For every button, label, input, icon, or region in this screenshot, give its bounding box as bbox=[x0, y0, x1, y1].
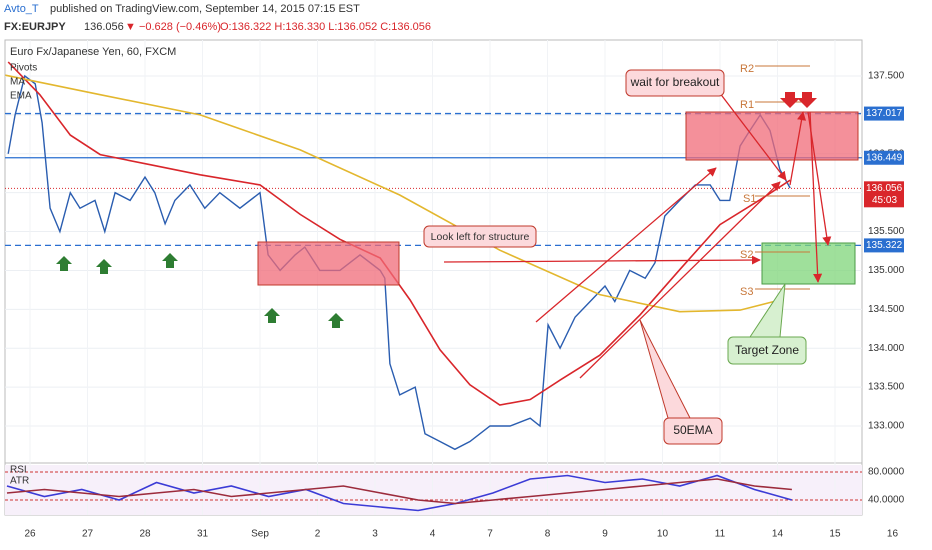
callout bbox=[625, 69, 725, 97]
indicator: ATR bbox=[10, 476, 29, 487]
price-label: 136.056 bbox=[866, 183, 903, 194]
indicator: EMA bbox=[10, 91, 32, 102]
price-box bbox=[864, 106, 904, 121]
countdown: 45:03 bbox=[872, 195, 897, 206]
x-tick-label: 15 bbox=[829, 529, 841, 540]
price-box bbox=[864, 238, 904, 253]
x-tick-label: 16 bbox=[887, 529, 899, 540]
up-arrows bbox=[56, 253, 344, 328]
y-tick-label: 135.000 bbox=[868, 265, 905, 276]
y-tick-label: 133.000 bbox=[868, 421, 905, 432]
price-label: 137.017 bbox=[866, 108, 903, 119]
structure-zone bbox=[257, 241, 400, 286]
x-tick-label: 9 bbox=[602, 529, 608, 540]
series-line bbox=[7, 74, 791, 451]
y-tick-label: 137.500 bbox=[868, 71, 905, 82]
x-tick-label: 14 bbox=[772, 529, 784, 540]
annotation: Target Zone bbox=[735, 343, 799, 357]
series-line bbox=[6, 474, 793, 512]
y-tick-label: 40.0000 bbox=[868, 495, 905, 506]
annotation: 50EMA bbox=[673, 423, 712, 437]
x-tick-label: 2 bbox=[315, 529, 321, 540]
y-tick-label: 134.500 bbox=[868, 304, 905, 315]
pivot-lines bbox=[755, 65, 810, 290]
x-tick-label: 10 bbox=[657, 529, 669, 540]
annotation: wait for breakout bbox=[630, 75, 720, 89]
pivot-label: S2 bbox=[740, 249, 753, 261]
price-box bbox=[864, 150, 904, 165]
arrows bbox=[443, 87, 832, 379]
indicator: MA bbox=[10, 77, 25, 88]
series-line bbox=[7, 61, 791, 406]
y-tick-label: 134.000 bbox=[868, 343, 905, 354]
target-zone bbox=[761, 242, 856, 285]
down-arrows bbox=[780, 92, 817, 108]
price-label: 136.449 bbox=[866, 152, 903, 163]
x-tick-label: 3 bbox=[372, 529, 378, 540]
x-tick-label: 27 bbox=[82, 529, 94, 540]
callout bbox=[727, 336, 807, 365]
pivot-label: S1 bbox=[743, 193, 756, 205]
pivot-label: S3 bbox=[740, 286, 753, 298]
x-tick-label: 8 bbox=[545, 529, 551, 540]
y-tick-label: 135.500 bbox=[868, 226, 905, 237]
callout-tail bbox=[749, 283, 786, 338]
chart-title: Euro Fx/Japanese Yen, 60, FXCM bbox=[10, 46, 176, 58]
indicator: RSI bbox=[10, 465, 27, 476]
series-line bbox=[6, 478, 792, 505]
rsi-panel bbox=[5, 465, 862, 515]
published: published on TradingView.com, September … bbox=[50, 3, 360, 15]
pivot-label: R1 bbox=[740, 99, 754, 111]
last: 136.056 bbox=[84, 21, 124, 33]
ohlc: O:136.322 H:136.330 L:136.052 C:136.056 bbox=[220, 21, 431, 33]
pivot-label: R2 bbox=[740, 63, 754, 75]
price-box bbox=[864, 181, 904, 208]
x-tick-label: 26 bbox=[24, 529, 36, 540]
x-tick-label: 31 bbox=[197, 529, 209, 540]
price-label: 135.322 bbox=[866, 240, 903, 251]
x-tick-label: 11 bbox=[715, 529, 726, 540]
publisher[interactable]: Avto_T bbox=[4, 3, 39, 15]
x-tick-label: Sep bbox=[251, 529, 269, 540]
symbol: FX:EURJPY bbox=[4, 21, 66, 33]
y-tick-label: 133.500 bbox=[868, 382, 905, 393]
indicator: Pivots bbox=[10, 63, 37, 74]
callout-tail bbox=[639, 319, 691, 419]
annotation: Look left for structure bbox=[431, 231, 530, 243]
x-tick-label: 28 bbox=[139, 529, 151, 540]
callout bbox=[663, 417, 723, 445]
callout bbox=[423, 225, 537, 248]
y-tick-label: 80.0000 bbox=[868, 467, 905, 478]
x-tick-label: 7 bbox=[487, 529, 493, 540]
resistance-zone bbox=[685, 111, 859, 161]
x-tick-label: 4 bbox=[430, 529, 436, 540]
series-line bbox=[5, 74, 780, 313]
change: ▼ −0.628 (−0.46%) bbox=[125, 21, 221, 33]
